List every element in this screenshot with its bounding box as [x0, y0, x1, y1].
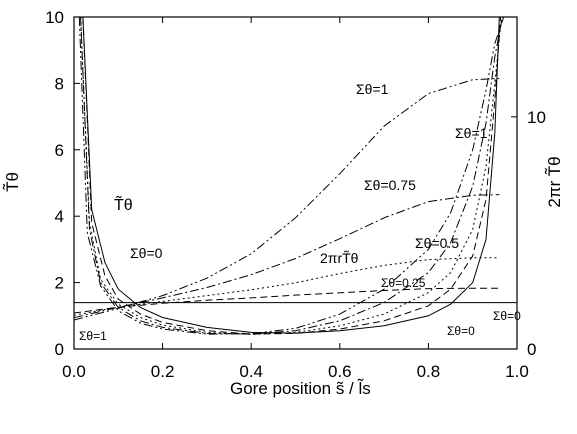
two-pi-r-tension-curve-sigma-1 — [73, 78, 500, 321]
curves — [73, 16, 517, 335]
annotation-sigma1-left: Σθ=1 — [79, 329, 107, 343]
annotation-sigma05: Σθ=0.5 — [415, 235, 459, 251]
annotation-tt: T̃θ — [114, 194, 133, 214]
annotation-sigma0-right-lower: Σθ=0 — [447, 324, 475, 338]
x-tick-label: 0.0 — [62, 362, 86, 381]
annotation-2pirt: 2πrT̃θ — [320, 250, 359, 266]
x-tick-label: 1.0 — [505, 362, 529, 381]
two-pi-r-tension-curve-sigma-0-75 — [73, 194, 500, 319]
axis-ticks: 0.0 0.2 0.4 0.6 0.8 1.0 0 2 4 6 8 10 0 10 — [45, 8, 546, 381]
y-right-axis-title: 2πr T̃θ — [544, 156, 564, 207]
plot-frame — [73, 16, 518, 350]
x-tick-label: 0.6 — [328, 362, 352, 381]
tension-curve-sigma-0-25 — [82, 16, 502, 335]
annotation-sigma0-left: Σθ=0 — [130, 245, 163, 261]
annotation-sigma1-right: Σθ=1 — [455, 125, 488, 141]
annotation-sigma075: Σθ=0.75 — [364, 177, 416, 193]
y-left-axis-title: T̃θ — [2, 172, 22, 192]
y-left-tick-label: 0 — [55, 340, 64, 359]
x-tick-label: 0.8 — [417, 362, 441, 381]
y-left-tick-label: 6 — [55, 141, 64, 160]
x-tick-label: 0.2 — [151, 362, 175, 381]
x-axis-title: Gore position s̃ / l̃s — [230, 378, 371, 398]
tension-curve-sigma-1 — [78, 16, 505, 335]
y-left-tick-label: 8 — [55, 74, 64, 93]
annotation-sigma025: Σθ=0.25 — [381, 276, 426, 290]
tension-curve-sigma-0 — [82, 16, 500, 334]
annotation-sigma0-right-upper: Σθ=0 — [493, 309, 521, 323]
y-left-tick-label: 2 — [55, 274, 64, 293]
x-tick-label: 0.4 — [239, 362, 263, 381]
two-pi-r-tension-curve-sigma-0-25 — [73, 287, 500, 314]
y-right-tick-label: 0 — [527, 340, 536, 359]
y-left-tick-label: 10 — [45, 8, 64, 27]
annotation-sigma1-top: Σθ=1 — [356, 81, 389, 97]
y-left-tick-label: 4 — [55, 207, 64, 226]
tension-curve-sigma-0-75 — [80, 16, 503, 335]
tension-curve-sigma-0-5 — [80, 16, 502, 335]
y-right-tick-label: 10 — [527, 108, 546, 127]
